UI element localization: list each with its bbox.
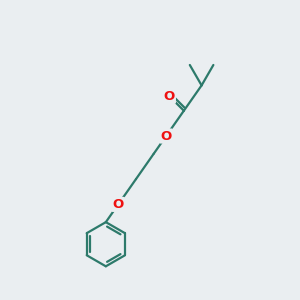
Text: O: O xyxy=(160,130,172,142)
Text: O: O xyxy=(164,90,175,103)
Text: O: O xyxy=(112,198,124,211)
